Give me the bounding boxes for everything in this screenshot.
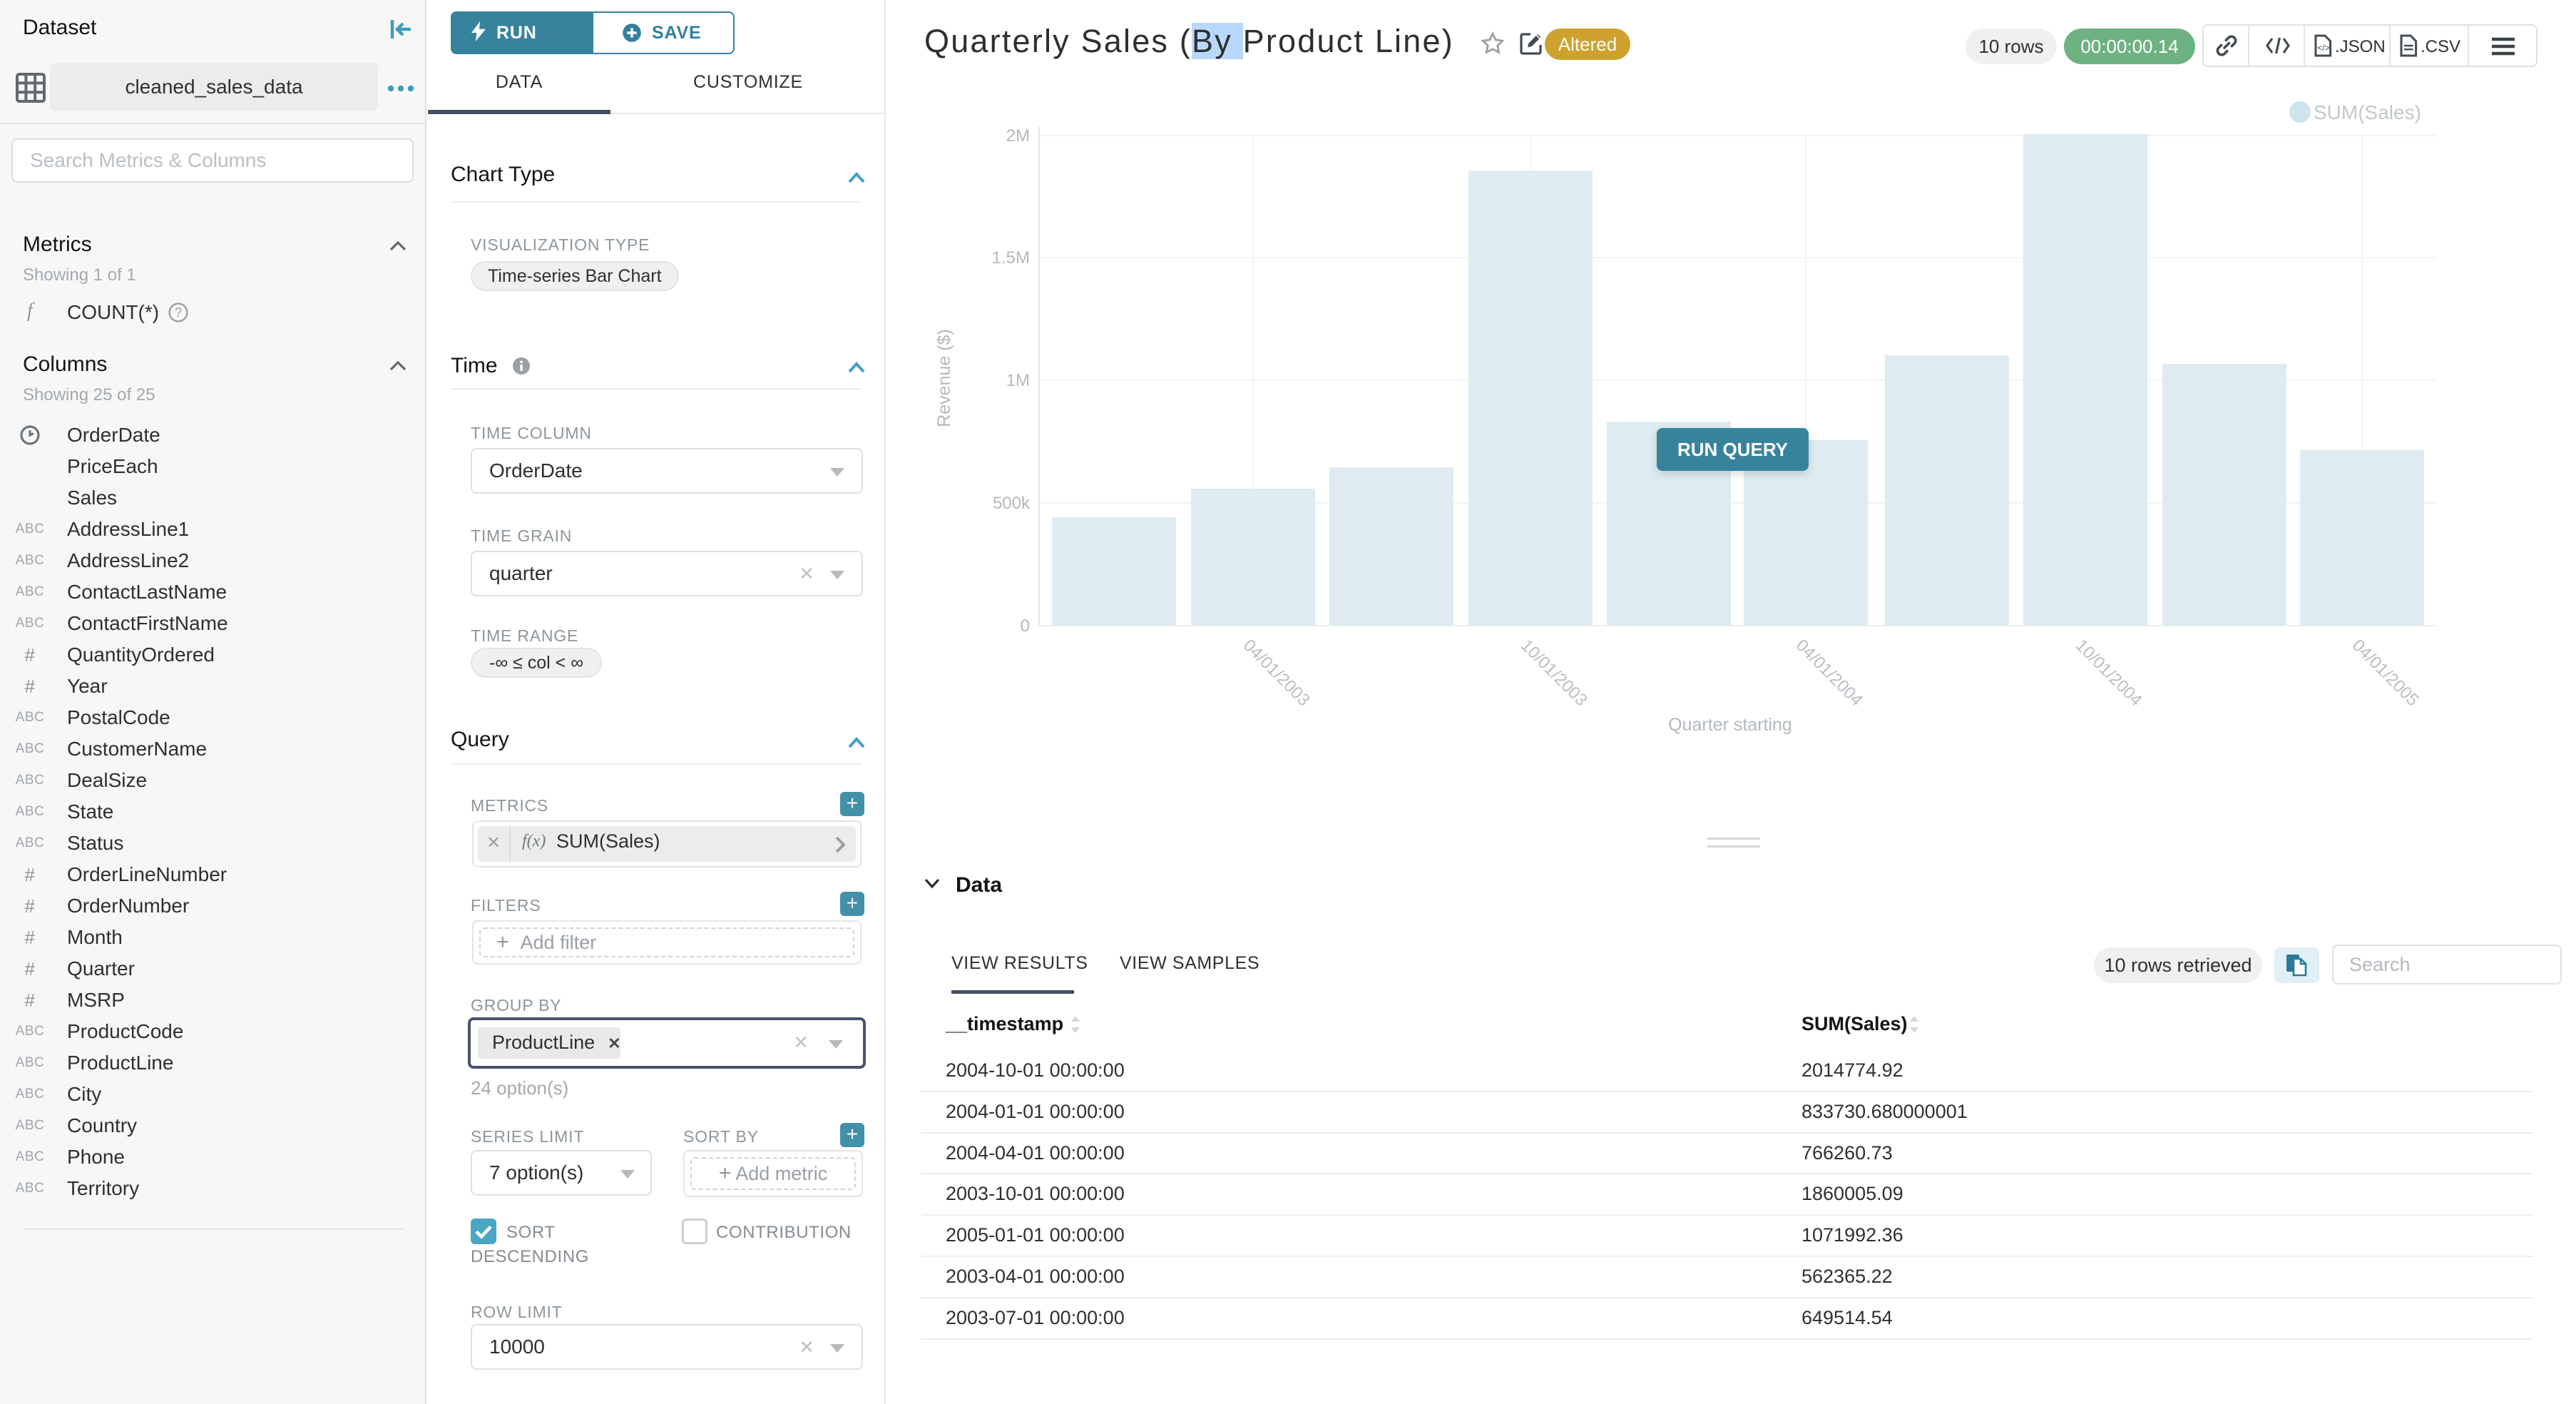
svg-text:04/01/2003: 04/01/2003 <box>1240 636 1314 710</box>
svg-text:?: ? <box>175 305 182 320</box>
svg-text:10/01/2004: 10/01/2004 <box>2072 636 2146 710</box>
svg-text:04/01/2005: 04/01/2005 <box>2348 636 2423 710</box>
svg-text:0: 0 <box>1021 616 1030 636</box>
svg-text:1.5M: 1.5M <box>992 248 1030 268</box>
svg-text:04/01/2004: 04/01/2004 <box>1792 636 1866 710</box>
svg-text:2M: 2M <box>1006 126 1030 146</box>
svg-text:10/01/2003: 10/01/2003 <box>1517 636 1591 710</box>
svg-text:1M: 1M <box>1006 371 1030 390</box>
svg-text:Revenue ($): Revenue ($) <box>934 329 954 427</box>
svg-text:Quarter starting: Quarter starting <box>1668 715 1792 735</box>
svg-text:SUM(Sales): SUM(Sales) <box>2314 101 2421 123</box>
svg-text:500k: 500k <box>993 494 1031 513</box>
svg-text:</>: </> <box>2317 43 2329 53</box>
